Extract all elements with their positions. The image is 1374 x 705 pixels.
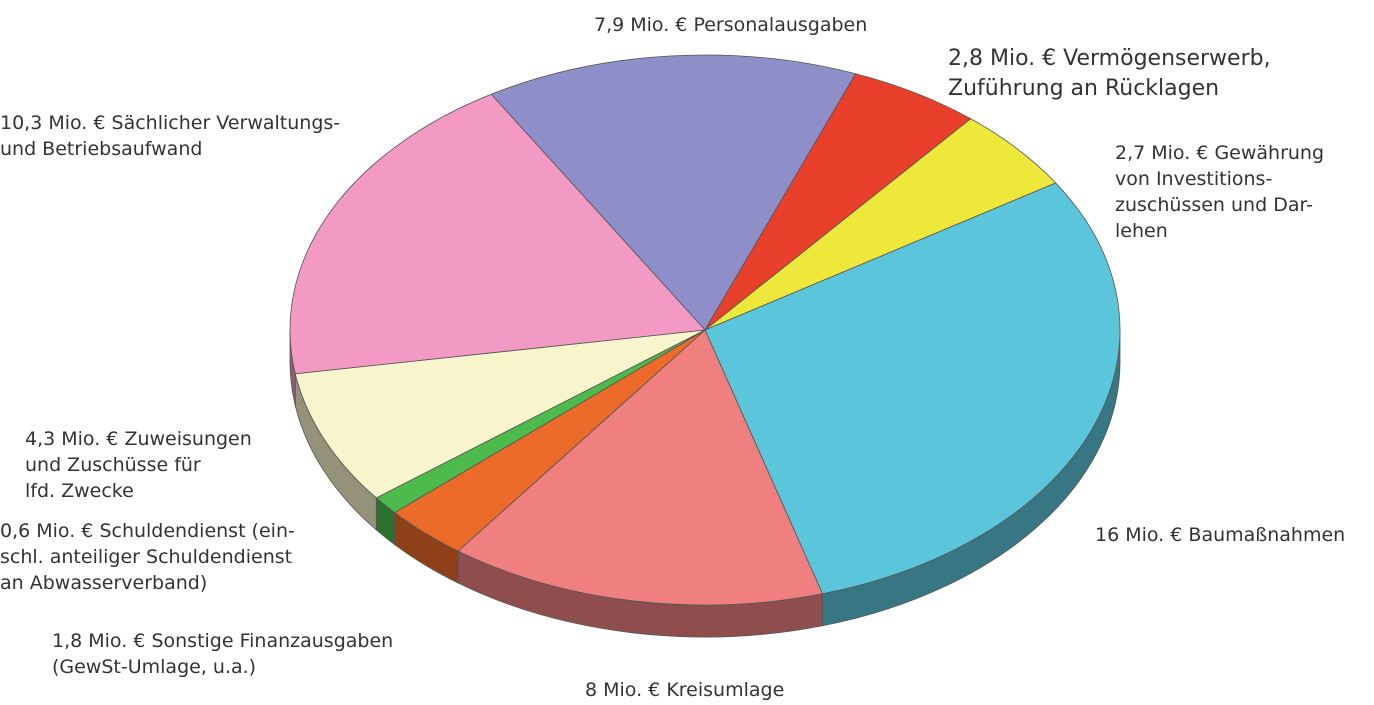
- slice: [704, 182, 1121, 595]
- value-label: 2,7 Mio. €: [1115, 142, 1209, 164]
- slice-label: 7,9 Mio. € Personalausgaben: [594, 12, 867, 38]
- slice-label: 4,3 Mio. € Zuweisungen und Zuschüsse für…: [25, 426, 252, 504]
- category-label: Sächlicher Verwaltungs- und Betriebsaufw…: [0, 112, 341, 160]
- value-label: 10,3 Mio. €: [0, 112, 106, 134]
- value-label: 4,3 Mio. €: [25, 428, 119, 450]
- value-label: 8 Mio. €: [585, 679, 661, 701]
- category-label: Baumaßnahmen: [1188, 524, 1346, 546]
- value-label: 7,9 Mio. €: [594, 14, 688, 36]
- value-label: 16 Mio. €: [1095, 524, 1183, 546]
- value-label: 0,6 Mio. €: [0, 520, 94, 542]
- slice-label: 10,3 Mio. € Sächlicher Verwaltungs- und …: [0, 110, 340, 162]
- category-label: Kreisumlage: [666, 679, 785, 701]
- slice-label: 8 Mio. € Kreisumlage: [585, 677, 784, 703]
- slice-label: 0,6 Mio. € Schuldendienst (ein- schl. an…: [0, 518, 295, 596]
- category-label: Gewährung von Investitions- zuschüssen u…: [1115, 142, 1325, 242]
- slice-label: 2,7 Mio. € Gewährung von Investitions- z…: [1115, 140, 1324, 244]
- category-label: Sonstige Finanzausgaben (GewSt-Umlage, u…: [52, 630, 394, 678]
- category-label: Personalausgaben: [693, 14, 868, 36]
- category-label: Vermögenserwerb, Zuführung an Rücklagen: [948, 46, 1271, 101]
- slice-label: 16 Mio. € Baumaßnahmen: [1095, 522, 1345, 548]
- slice-label: 1,8 Mio. € Sonstige Finanzausgaben (GewS…: [52, 628, 393, 680]
- category-label: Schuldendienst (ein- schl. anteiliger Sc…: [0, 520, 295, 594]
- value-label: 1,8 Mio. €: [52, 630, 146, 652]
- value-label: 2,8 Mio. €: [948, 46, 1057, 71]
- slice: [457, 329, 824, 606]
- slice-label: 2,8 Mio. € Vermögenserwerb, Zuführung an…: [948, 44, 1271, 104]
- slice: [289, 93, 706, 375]
- slice: [490, 54, 857, 331]
- slice: [294, 329, 706, 499]
- category-label: Zuweisungen und Zuschüsse für lfd. Zweck…: [25, 428, 252, 502]
